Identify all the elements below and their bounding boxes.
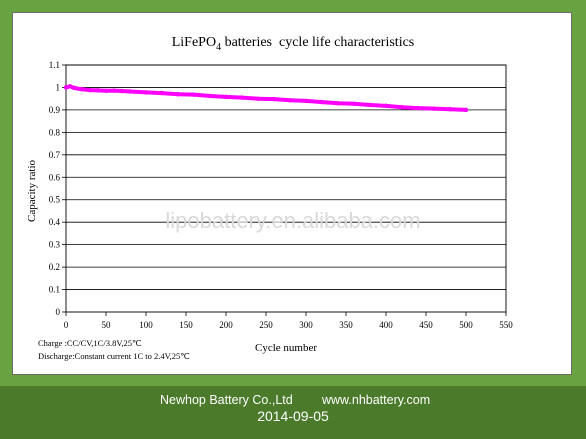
data-point: [399, 105, 405, 110]
data-point: [143, 90, 149, 95]
data-point: [287, 98, 293, 103]
data-point: [127, 89, 133, 94]
y-tick-label: 1: [56, 82, 61, 92]
series-line: [64, 84, 468, 112]
footer-company: Newhop Battery Co.,Ltd: [160, 393, 293, 407]
y-tick-label: 0.9: [49, 105, 61, 115]
y-tick-label: 0.3: [49, 240, 61, 250]
y-tick-label: 0.7: [49, 150, 61, 160]
y-tick-labels: 0 0.1 0.2 0.3 0.4 0.5 0.6 0.7 0.8 0.9 1 1.1: [49, 60, 61, 317]
watermark: lipobattery.en.alibaba.com: [165, 208, 420, 233]
data-point: [207, 93, 213, 99]
data-point: [159, 90, 165, 96]
data-point: [87, 87, 93, 93]
x-tick-label: 550: [499, 320, 513, 330]
y-tick-label: 0.8: [49, 127, 61, 137]
data-point: [351, 101, 357, 107]
x-tick-label: 400: [379, 320, 393, 330]
x-tick-label: 200: [219, 320, 233, 330]
cycle-life-chart: LiFePO4 batteries cycle life characteris…: [26, 35, 514, 361]
chart-title-subscript: 4: [216, 42, 221, 53]
chart-title: LiFePO4 batteries cycle life characteris…: [172, 35, 415, 53]
data-point: [335, 100, 341, 106]
chart-title-suffix: batteries cycle life characteristics: [221, 35, 414, 50]
data-point: [111, 88, 117, 93]
chart-title-main: LiFePO: [172, 35, 216, 50]
y-tick-label: 1.1: [49, 60, 60, 70]
data-point: [415, 105, 421, 111]
discharge-note: Discharge:Constant current 1C to 2.4V,25…: [38, 351, 190, 361]
data-point: [319, 99, 325, 105]
x-tick-label: 350: [339, 320, 353, 330]
y-tick-label: 0.1: [49, 285, 60, 295]
x-tick-label: 500: [459, 320, 473, 330]
x-tick-label: 300: [299, 320, 313, 330]
footer: Newhop Battery Co.,Ltd www.nhbattery.com…: [0, 386, 586, 439]
y-axis-label: Capacity ratio: [26, 160, 38, 223]
data-point: [239, 95, 245, 100]
data-point: [367, 102, 373, 108]
x-tick-labels: 0 50 100 150 200 250 300 350 400 450 500 550: [64, 320, 514, 330]
data-point: [303, 98, 309, 104]
data-point: [63, 85, 69, 90]
x-tick-label: 450: [419, 320, 433, 330]
data-point: [95, 88, 101, 93]
data-point: [431, 106, 437, 111]
x-tick-label: 250: [259, 320, 273, 330]
data-point: [71, 85, 77, 91]
x-tick-label: 150: [179, 320, 193, 330]
y-tick-label: 0: [56, 307, 61, 317]
chart-frame: LiFePO4 batteries cycle life characteris…: [0, 0, 586, 386]
footer-date: 2014-09-05: [257, 408, 329, 424]
plot-area-border: [65, 64, 507, 313]
data-point: [255, 96, 261, 101]
data-point: [119, 88, 125, 94]
data-point: [175, 91, 181, 97]
data-point: [271, 96, 277, 102]
series-layer: [63, 84, 469, 113]
chart-panel: LiFePO4 batteries cycle life characteris…: [12, 12, 572, 375]
axes: [62, 64, 507, 316]
data-point: [103, 88, 109, 94]
data-point: [67, 84, 73, 89]
x-tick-label: 0: [64, 320, 69, 330]
y-tick-label: 0.6: [49, 172, 61, 182]
x-axis-label: Cycle number: [255, 342, 317, 354]
y-tick-label: 0.2: [49, 262, 60, 272]
y-tick-label: 0.5: [49, 195, 61, 205]
charge-note: Charge :CC/CV,1C/3.8V,25℃: [38, 338, 142, 348]
data-point: [79, 87, 85, 92]
data-point: [191, 92, 197, 97]
data-point: [223, 94, 229, 100]
x-tick-label: 50: [102, 320, 112, 330]
x-tick-label: 100: [139, 320, 153, 330]
footer-website-link[interactable]: www.nhbattery.com: [322, 393, 431, 407]
data-point: [447, 107, 453, 112]
data-point: [463, 107, 469, 113]
y-tick-label: 0.4: [49, 217, 61, 227]
data-point: [383, 103, 389, 109]
